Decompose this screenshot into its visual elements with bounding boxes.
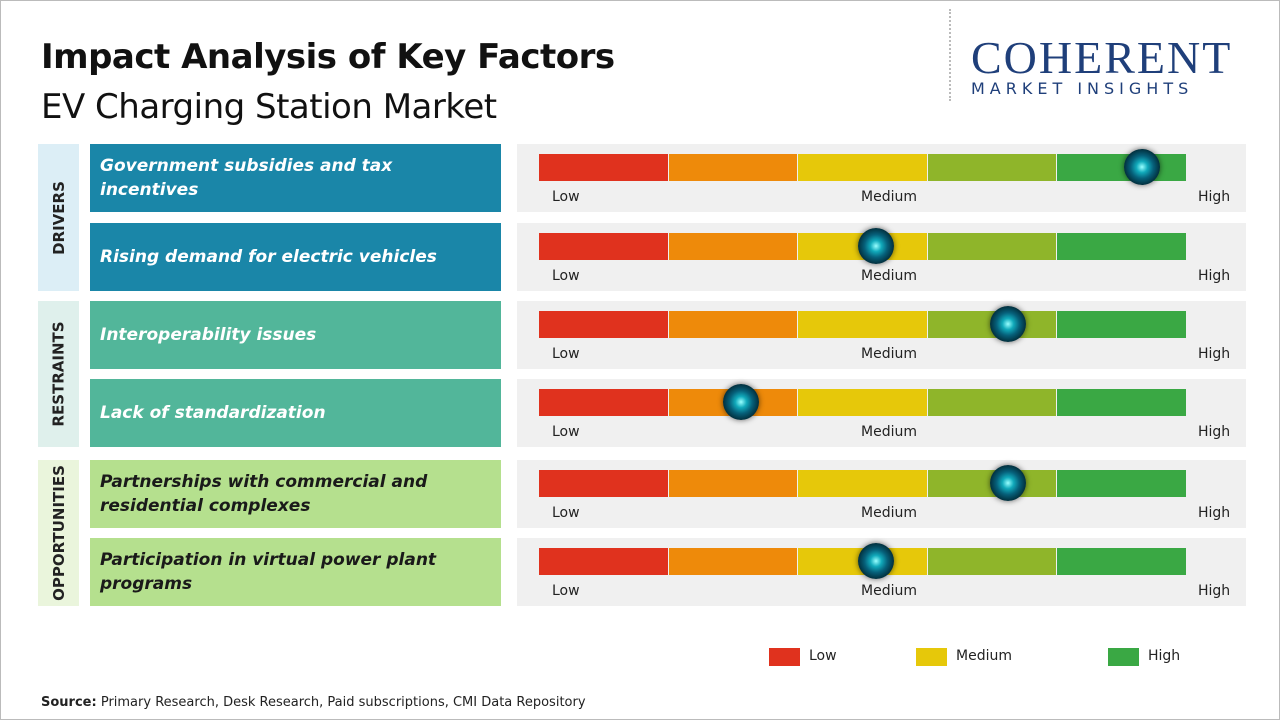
- factor-label: Government subsidies and tax incentives: [90, 144, 501, 212]
- factor-label: Participation in virtual power plant pro…: [90, 538, 501, 606]
- gauge-high: High: [1198, 268, 1231, 284]
- gauge-segment: [668, 154, 798, 181]
- factor-label: Rising demand for electric vehicles: [90, 223, 501, 291]
- gauge-segment: [1057, 470, 1186, 497]
- group-name: RESTRAINTS: [49, 321, 68, 427]
- gauge-low: Low: [552, 346, 580, 362]
- source-text: Primary Research, Desk Research, Paid su…: [100, 695, 586, 710]
- gauge-segment: [798, 389, 927, 416]
- legend-swatch: [769, 648, 800, 666]
- gauge-high: High: [1198, 189, 1231, 205]
- gauge-segment: [1057, 311, 1186, 338]
- gauge-high: High: [1198, 346, 1231, 362]
- source: Source: Primary Research, Desk Research,…: [41, 695, 586, 710]
- gauge-low: Low: [552, 424, 580, 440]
- gauge-segment: [668, 470, 798, 497]
- gauge-segment: [668, 233, 798, 260]
- gauge-segment: [539, 154, 668, 181]
- gauge-segment: [539, 470, 668, 497]
- gauge-low: Low: [552, 505, 580, 521]
- gauge-segment: [1057, 389, 1186, 416]
- gauge-segment: [668, 311, 798, 338]
- impact-marker: [723, 384, 760, 420]
- gauge-segment: [1057, 154, 1186, 181]
- impact-marker: [990, 306, 1027, 342]
- divider: [949, 9, 951, 101]
- gauge-medium: Medium: [861, 424, 917, 440]
- gauge-high: High: [1198, 424, 1231, 440]
- impact-marker: [857, 228, 894, 264]
- subtitle: EV Charging Station Market: [41, 87, 497, 127]
- gauge-low: Low: [552, 189, 580, 205]
- gauge-medium: Medium: [861, 189, 917, 205]
- gauge-segment: [1057, 548, 1186, 575]
- gauge-segment: [668, 548, 798, 575]
- title: Impact Analysis of Key Factors: [41, 37, 615, 77]
- gauge-segment: [927, 389, 1057, 416]
- gauge-segment: [539, 311, 668, 338]
- impact-marker: [857, 543, 894, 579]
- gauge-segment: [927, 154, 1057, 181]
- gauge-segment: [539, 233, 668, 260]
- group-label: OPPORTUNITIES: [38, 460, 79, 606]
- gauge-high: High: [1198, 505, 1231, 521]
- gauge-segment: [927, 233, 1057, 260]
- source-label: Source:: [41, 695, 97, 710]
- gauge-segment: [798, 154, 927, 181]
- logo-tagline: MARKET INSIGHTS: [971, 79, 1194, 98]
- gauge-medium: Medium: [861, 346, 917, 362]
- gauge-segment: [798, 311, 927, 338]
- gauge-high: High: [1198, 583, 1231, 599]
- gauge-low: Low: [552, 583, 580, 599]
- group-label: DRIVERS: [38, 144, 79, 291]
- legend-label: Low: [809, 648, 837, 664]
- gauge-medium: Medium: [861, 583, 917, 599]
- gauge-segment: [798, 470, 927, 497]
- gauge-medium: Medium: [861, 505, 917, 521]
- legend-swatch: [916, 648, 947, 666]
- factor-label: Partnerships with commercial and residen…: [90, 460, 501, 528]
- gauge-segment: [539, 548, 668, 575]
- gauge-segment: [1057, 233, 1186, 260]
- factor-label: Interoperability issues: [90, 301, 501, 369]
- impact-marker: [990, 465, 1027, 501]
- legend-label: High: [1148, 648, 1181, 664]
- group-name: OPPORTUNITIES: [49, 465, 68, 601]
- factor-label: Lack of standardization: [90, 379, 501, 447]
- group-label: RESTRAINTS: [38, 301, 79, 447]
- gauge-medium: Medium: [861, 268, 917, 284]
- impact-marker: [1123, 149, 1160, 185]
- gauge-segment: [927, 548, 1057, 575]
- gauge-segment: [539, 389, 668, 416]
- group-name: DRIVERS: [49, 180, 68, 255]
- logo: COHERENT: [971, 32, 1233, 83]
- legend-swatch: [1108, 648, 1139, 666]
- gauge-low: Low: [552, 268, 580, 284]
- legend-label: Medium: [956, 648, 1012, 664]
